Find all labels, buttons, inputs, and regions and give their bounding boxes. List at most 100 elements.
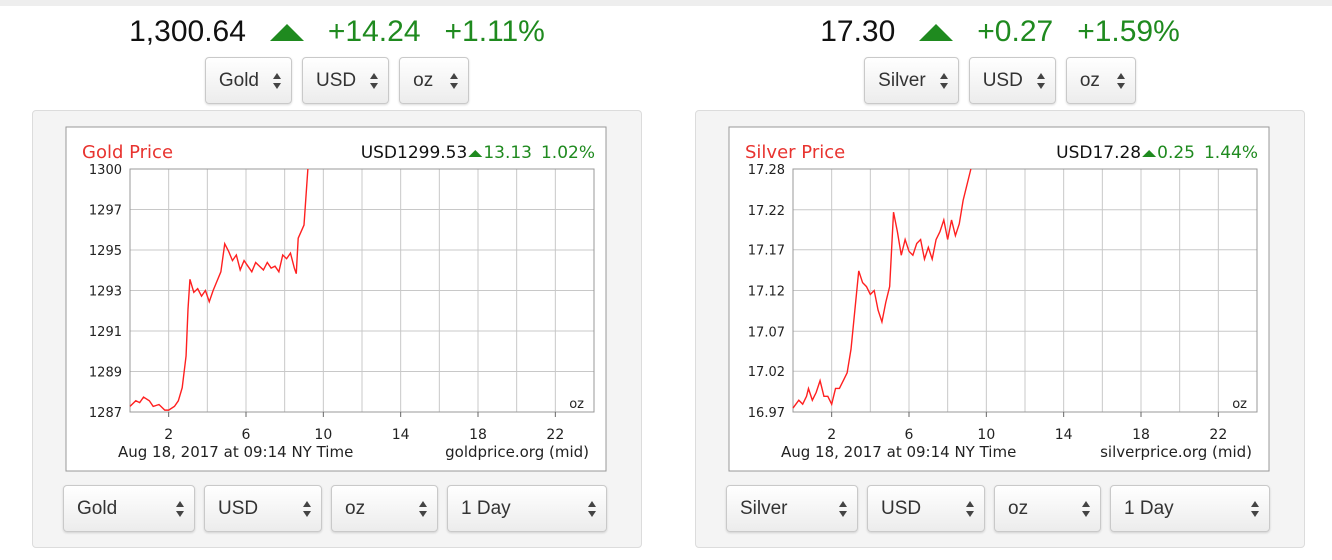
- dropdown[interactable]: oz: [994, 485, 1101, 532]
- arrow-down: [966, 510, 974, 517]
- arrow-up: [1036, 72, 1045, 79]
- dropdown-label: oz: [1079, 69, 1100, 91]
- bottom-selectors: Silver USD oz 1 Day: [726, 485, 1332, 532]
- x-tick-label: 6: [905, 427, 914, 443]
- price-panel: 17.30 +0.27 +1.59% Silver USD oz 16.97 17.02 17.…: [695, 0, 1305, 560]
- arrow-down: [450, 82, 459, 89]
- dropdown[interactable]: Silver: [726, 485, 858, 532]
- arrow-up: [1082, 500, 1090, 507]
- price-line: [792, 168, 972, 409]
- arrow-down: [1082, 510, 1090, 517]
- top-selectors: Silver USD oz: [695, 57, 1305, 104]
- arrow-down: [370, 82, 379, 89]
- dropdown-label: Gold: [218, 69, 259, 91]
- quote-percent: 1.02%: [541, 143, 595, 163]
- plot-border: [129, 168, 595, 413]
- arrow-down: [1116, 82, 1125, 89]
- arrow-up: [839, 500, 847, 507]
- arrow-up: [303, 500, 311, 507]
- dropdown-arrows: [370, 72, 379, 89]
- arrow-down: [419, 510, 427, 517]
- x-tick-label: 10: [977, 427, 995, 443]
- dropdown-arrows: [939, 72, 948, 89]
- arrow-down: [588, 510, 596, 517]
- quote-up-arrow: [468, 150, 483, 157]
- quote-value: USD1299.53: [361, 143, 468, 163]
- price-change-percent: +1.59%: [1077, 15, 1180, 48]
- spot-price: 1,300.64: [129, 15, 246, 48]
- dropdown-arrows: [273, 72, 281, 89]
- dropdown[interactable]: Gold: [204, 57, 292, 104]
- dropdown[interactable]: oz: [331, 485, 438, 532]
- dropdown[interactable]: 1 Day: [447, 485, 607, 532]
- dropdown-label: 1 Day: [1124, 497, 1174, 519]
- dropdown-label: USD: [982, 69, 1023, 91]
- x-tick-label: 18: [1132, 427, 1150, 443]
- dropdown[interactable]: Silver: [864, 57, 959, 104]
- dropdown-arrows: [1251, 500, 1259, 517]
- dropdown-arrows: [588, 500, 596, 517]
- y-tick-label: 17.12: [748, 285, 785, 300]
- x-tick-label: 2: [164, 427, 173, 443]
- x-tick-label: 6: [242, 427, 251, 443]
- source: silverprice.org (mid): [1100, 443, 1252, 461]
- dropdown-arrows: [966, 500, 974, 517]
- chart-frame: [65, 126, 607, 472]
- dropdown[interactable]: USD: [302, 57, 390, 104]
- arrow-down: [1036, 82, 1045, 89]
- price-change: +14.24: [327, 15, 421, 48]
- dropdown-arrows: [303, 500, 311, 517]
- up-arrow: [269, 23, 304, 41]
- plot-border: [792, 168, 1258, 413]
- x-tick-label: 22: [1209, 427, 1227, 443]
- chart-frame: [728, 126, 1270, 472]
- source: goldprice.org (mid): [445, 443, 589, 461]
- arrow-down: [839, 510, 847, 517]
- x-tick-label: 18: [469, 427, 487, 443]
- dropdown-arrows: [450, 72, 459, 89]
- chart-box: 16.97 17.02 17.07 17.12 17.17 17.22 17.28 2 6 10 1…: [695, 110, 1305, 548]
- dropdown-label: Silver: [878, 69, 926, 91]
- quote-row: 17.30 +0.27 +1.59%: [695, 12, 1305, 52]
- price-line: [129, 168, 309, 411]
- dropdown[interactable]: USD: [968, 57, 1056, 104]
- unit-label: oz: [1232, 397, 1247, 412]
- y-tick-label: 17.28: [748, 163, 785, 178]
- dropdown-arrows: [1036, 72, 1045, 89]
- arrow-down: [273, 82, 281, 89]
- dropdown-arrows: [1082, 500, 1090, 517]
- dropdown[interactable]: Gold: [63, 485, 195, 532]
- chart-box: 1287 1289 1291 1293 1295 1297 1300 2 6 10 14 18 22 Go…: [32, 110, 642, 548]
- quote-up-arrow: [1142, 150, 1157, 157]
- y-tick-label: 17.07: [748, 325, 785, 340]
- quote-row: 1,300.64 +14.24 +1.11%: [32, 12, 642, 52]
- dropdown-arrows: [176, 500, 184, 517]
- dropdown[interactable]: USD: [204, 485, 322, 532]
- dropdown[interactable]: 1 Day: [1110, 485, 1270, 532]
- dropdown[interactable]: oz: [1065, 57, 1136, 104]
- price-panel: 1,300.64 +14.24 +1.11% Gold USD oz 1287 1289 129…: [32, 0, 642, 560]
- dropdown[interactable]: oz: [399, 57, 470, 104]
- timestamp: Aug 18, 2017 at 09:14 NY Time: [781, 443, 1016, 461]
- quote-change: 0.25: [1157, 143, 1195, 163]
- arrow-down: [303, 510, 311, 517]
- dropdown[interactable]: USD: [867, 485, 985, 532]
- dropdown-label: oz: [345, 497, 366, 519]
- arrow-up: [450, 72, 459, 79]
- unit-label: oz: [569, 397, 584, 412]
- arrow-up: [273, 72, 281, 79]
- arrow-down: [176, 510, 184, 517]
- dropdown-arrows: [839, 500, 847, 517]
- y-tick-label: 1289: [89, 365, 122, 380]
- y-tick-label: 17.02: [748, 365, 785, 380]
- arrow-up: [939, 72, 948, 79]
- chart: 16.97 17.02 17.07 17.12 17.17 17.22 17.28 2 6 10 1…: [728, 126, 1270, 472]
- up-arrow: [919, 23, 954, 41]
- quote-change: 13.13: [483, 143, 532, 163]
- y-tick-label: 1293: [89, 285, 122, 300]
- spot-price: 17.30: [820, 15, 896, 48]
- x-tick-label: 14: [392, 427, 410, 443]
- chart: 1287 1289 1291 1293 1295 1297 1300 2 6 10 14 18 22 Go…: [65, 126, 607, 472]
- arrow-up: [1116, 72, 1125, 79]
